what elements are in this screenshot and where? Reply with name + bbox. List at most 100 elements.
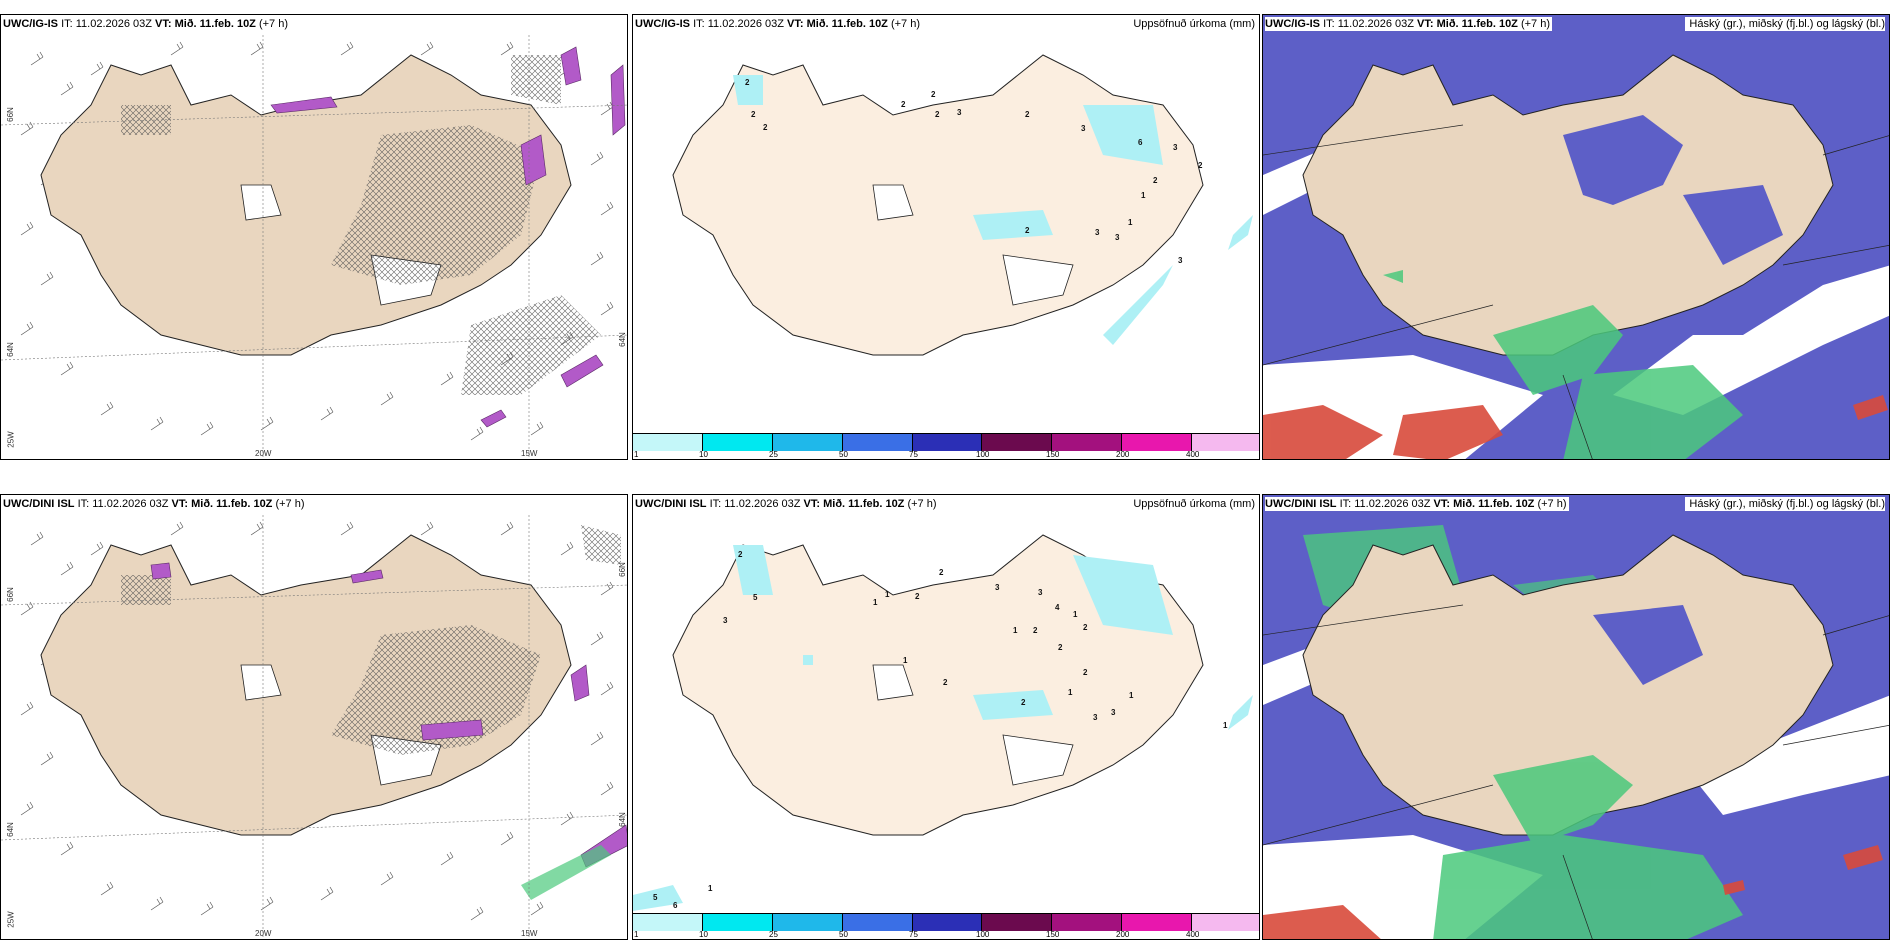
colorbar-segment: [633, 914, 703, 931]
colorbar-tick: 1: [634, 450, 639, 459]
colorbar-ticks: 1 10 25 50 75 100 150 200 400: [633, 450, 1259, 459]
colorbar-tick: 75: [909, 930, 918, 939]
precip-value: 2: [915, 592, 920, 601]
colorbar-segment: [842, 914, 913, 931]
iceland-land: [672, 54, 1204, 356]
precip-value: 1: [873, 598, 878, 607]
colorbar-tick: 25: [769, 450, 778, 459]
panel-top-wind: UWC/IG-IS IT: 11.02.2026 03Z VT: Mið. 11…: [0, 14, 628, 460]
colorbar-tick: 400: [1186, 450, 1200, 459]
colorbar-tick: 100: [976, 930, 990, 939]
precip-map: 2 2 2 2 2 2 3 2 3 6 3 2 2 1 2 3 3 1 3: [672, 54, 1253, 356]
colorbar-segment: [702, 434, 773, 451]
colorbar-segment: [772, 914, 843, 931]
colorbar: [633, 433, 1259, 451]
iceland-land: [672, 534, 1204, 836]
lon-label: 25W: [6, 431, 16, 448]
precip-value: 3: [1093, 713, 1098, 722]
colorbar-tick: 400: [1186, 930, 1200, 939]
precip-value: 6: [1138, 138, 1143, 147]
precip-value: 3: [723, 616, 728, 625]
panel-title: UWC/DINI ISL IT: 11.02.2026 03Z VT: Mið.…: [3, 498, 305, 510]
lat-label: 66N: [617, 562, 627, 577]
precip-value: 2: [751, 110, 756, 119]
precip-value: 3: [1178, 256, 1183, 265]
precip-value: 1: [1128, 218, 1133, 227]
colorbar-tick: 50: [839, 930, 848, 939]
precip-value: 6: [673, 901, 678, 910]
colorbar-tick: 100: [976, 450, 990, 459]
precip-value: 2: [1153, 176, 1158, 185]
lat-label: 64N: [5, 822, 15, 837]
colorbar-segment: [982, 434, 1053, 451]
colorbar-tick: 200: [1116, 450, 1130, 459]
colorbar-segment: [1052, 914, 1123, 931]
colorbar-segment: [633, 434, 703, 451]
precip-value: 2: [901, 100, 906, 109]
lat-label: 64N: [617, 332, 627, 347]
colorbar-segment: [1122, 434, 1193, 451]
precip-value: 2: [763, 123, 768, 132]
colorbar: [633, 913, 1259, 931]
precip-value: 1: [708, 884, 713, 893]
colorbar-tick: 150: [1046, 450, 1060, 459]
colorbar-tick: 25: [769, 930, 778, 939]
panel-bottom-precip: UWC/DINI ISL IT: 11.02.2026 03Z VT: Mið.…: [632, 494, 1260, 940]
precip-value: 2: [738, 550, 743, 559]
cloud-map: [1263, 35, 1889, 459]
precip-value: 1: [903, 656, 908, 665]
lon-label: 15W: [521, 929, 538, 938]
precip-value: 3: [1115, 233, 1120, 242]
colorbar-tick: 50: [839, 450, 848, 459]
colorbar-tick: 10: [699, 450, 708, 459]
colorbar-tick: 75: [909, 450, 918, 459]
lon-label: 25W: [6, 911, 16, 928]
precip-value: 1: [1129, 691, 1134, 700]
colorbar-segment: [702, 914, 773, 931]
lat-label: 66N: [5, 587, 15, 602]
precip-value: 2: [935, 110, 940, 119]
precip-value: 3: [1111, 708, 1116, 717]
precip-value: 2: [1033, 626, 1038, 635]
precip-value: 1: [1013, 626, 1018, 635]
lat-label: 66N: [5, 107, 15, 122]
colorbar-tick: 150: [1046, 930, 1060, 939]
precip-value: 1: [1141, 191, 1146, 200]
panel-subtitle: Háský (gr.), miðský (fj.bl.) og lágský (…: [1685, 17, 1885, 31]
panel-bottom-cloud: UWC/DINI ISL IT: 11.02.2026 03Z VT: Mið.…: [1262, 494, 1890, 940]
colorbar-segment: [1052, 434, 1123, 451]
lon-label: 20W: [255, 929, 272, 938]
panel-title: UWC/IG-IS IT: 11.02.2026 03Z VT: Mið. 11…: [635, 18, 921, 30]
panel-subtitle: Háský (gr.), miðský (fj.bl.) og lágský (…: [1685, 497, 1885, 511]
precip-value: 5: [753, 593, 758, 602]
iceland-land: [1302, 534, 1834, 836]
colorbar-segment: [842, 434, 913, 451]
colorbar-segment: [912, 434, 983, 451]
panel-title: UWC/IG-IS IT: 11.02.2026 03Z VT: Mið. 11…: [3, 18, 289, 30]
precip-value: 2: [1025, 110, 1030, 119]
panel-top-precip: UWC/IG-IS IT: 11.02.2026 03Z VT: Mið. 11…: [632, 14, 1260, 460]
precip-value: 3: [1095, 228, 1100, 237]
precip-value: 1: [1223, 721, 1228, 730]
precip-value: 3: [1038, 588, 1043, 597]
iceland-land: [1302, 54, 1834, 356]
precip-value: 2: [1198, 161, 1203, 170]
precip-value: 3: [957, 108, 962, 117]
iceland-land: [40, 534, 572, 836]
precip-value: 4: [1055, 603, 1060, 612]
lat-label: 64N: [5, 342, 15, 357]
precip-value: 3: [1173, 143, 1178, 152]
precip-value: 2: [745, 78, 750, 87]
colorbar-segment: [912, 914, 983, 931]
panel-title: UWC/IG-IS IT: 11.02.2026 03Z VT: Mið. 11…: [1265, 17, 1553, 31]
panel-top-cloud: UWC/IG-IS IT: 11.02.2026 03Z VT: Mið. 11…: [1262, 14, 1890, 460]
colorbar-segment: [982, 914, 1053, 931]
precip-value: 3: [995, 583, 1000, 592]
panel-title: UWC/DINI ISL IT: 11.02.2026 03Z VT: Mið.…: [1265, 497, 1569, 511]
precip-value: 2: [931, 90, 936, 99]
precip-value: 2: [1025, 226, 1030, 235]
precip-value: 5: [653, 893, 658, 902]
lat-label: 64N: [617, 812, 627, 827]
precip-value: 1: [1068, 688, 1073, 697]
precip-map: 2 5 3 1 1 2 2 3 3 4 1 1 2 2 2 2 1 2 1 3 …: [633, 534, 1253, 911]
